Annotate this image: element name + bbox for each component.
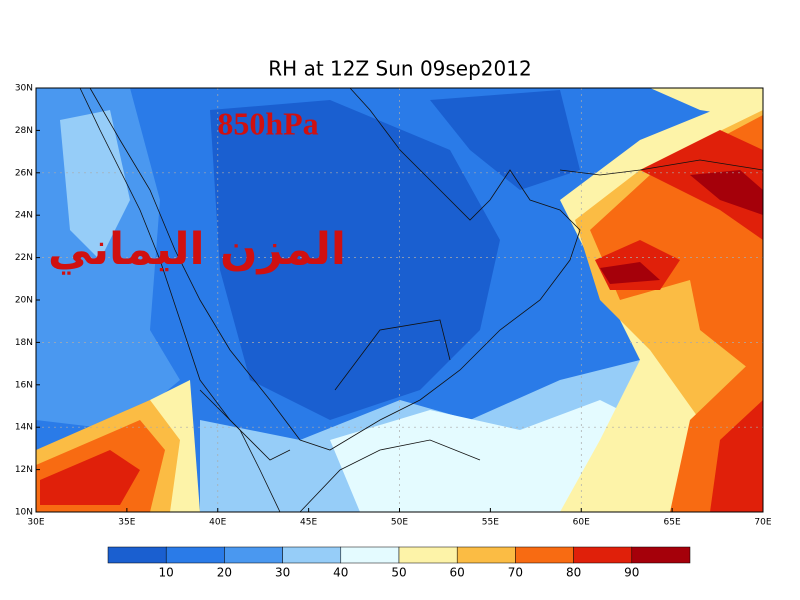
field <box>40 450 140 505</box>
colorbar-label: 60 <box>450 566 465 580</box>
colorbar-label: 90 <box>624 566 639 580</box>
lat-axis: 30N 28N 26N 24N 22N 20N 18N 16N 14N 12N 10N <box>15 84 40 518</box>
colorbar-segment <box>456 546 516 564</box>
colorbar-segment <box>282 546 342 564</box>
lon-label: 35E <box>118 518 135 528</box>
field <box>330 400 640 512</box>
lon-label: 45E <box>300 518 317 528</box>
lat-label: 26N <box>15 168 33 178</box>
lon-label: 60E <box>573 518 590 528</box>
lat-label: 10N <box>15 508 33 518</box>
colorbar-segment <box>573 546 633 564</box>
colorbar-label: 80 <box>566 566 581 580</box>
map-field <box>36 88 763 512</box>
field <box>210 100 500 420</box>
lon-label: 40E <box>209 518 226 528</box>
lat-label: 18N <box>15 338 33 348</box>
colorbar-label: 20 <box>217 566 232 580</box>
colorbar-segment <box>631 546 691 564</box>
lon-label: 70E <box>754 518 771 528</box>
lon-label: 30E <box>27 518 44 528</box>
field <box>60 110 130 260</box>
colorbar: 10 20 30 40 50 60 70 80 90 <box>107 546 691 580</box>
lon-axis: 30E 35E 40E 45E 50E 55E 60E 65E 70E <box>27 508 772 528</box>
lat-label: 28N <box>15 126 33 136</box>
field <box>430 90 580 190</box>
lat-label: 16N <box>15 380 33 390</box>
field <box>690 170 763 215</box>
grid <box>36 88 763 512</box>
lat-label: 30N <box>15 84 33 94</box>
level-label: 850hPa <box>217 105 318 141</box>
colorbar-segment <box>224 546 283 564</box>
colorbar-segment <box>165 546 225 564</box>
lon-label: 55E <box>482 518 499 528</box>
title: RH at 12Z Sun 09sep2012 <box>268 57 531 81</box>
lat-label: 22N <box>15 253 33 263</box>
colorbar-label: 50 <box>391 566 406 580</box>
colorbar-segment <box>515 546 574 564</box>
lat-label: 20N <box>15 296 33 306</box>
colorbar-segment <box>107 546 167 564</box>
field <box>600 262 660 284</box>
colorbar-segment <box>340 546 400 564</box>
colorbar-label: 10 <box>159 566 174 580</box>
colorbar-segment <box>398 546 458 564</box>
colorbar-label: 70 <box>508 566 523 580</box>
colorbar-label: 30 <box>275 566 290 580</box>
field <box>710 400 763 512</box>
arabic-label: المزن اليماني <box>48 224 346 275</box>
lat-label: 24N <box>15 211 33 221</box>
lon-label: 65E <box>664 518 681 528</box>
lon-label: 50E <box>391 518 408 528</box>
colorbar-label: 40 <box>333 566 348 580</box>
lat-label: 14N <box>15 423 33 433</box>
field <box>640 130 763 240</box>
field <box>650 88 763 120</box>
lat-label: 12N <box>15 465 33 475</box>
